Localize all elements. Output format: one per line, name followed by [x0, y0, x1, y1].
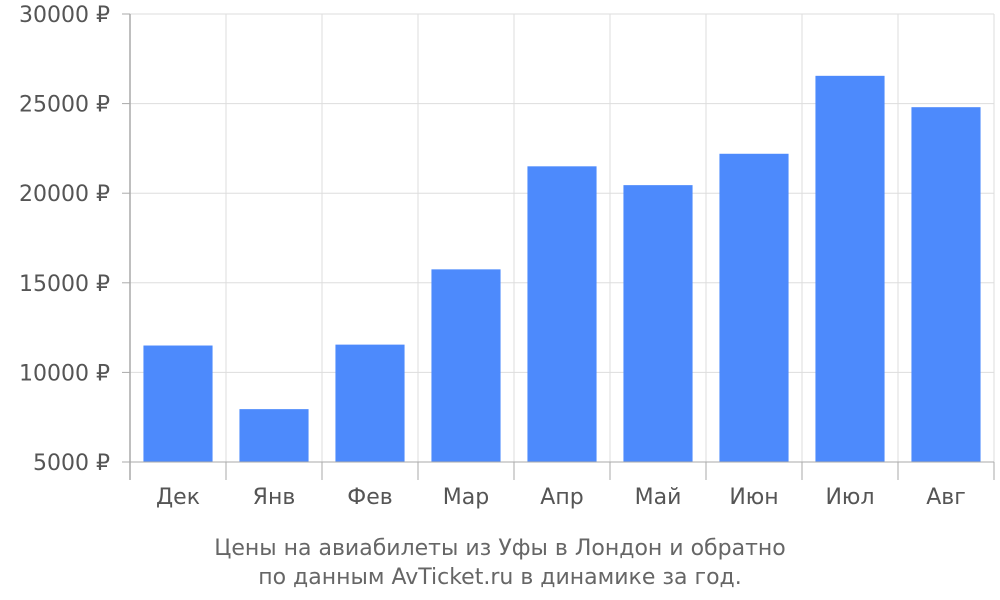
- y-tick-label: 15000 ₽: [19, 272, 110, 297]
- y-tick-label: 25000 ₽: [19, 93, 110, 118]
- bar: [143, 345, 213, 462]
- bar: [431, 269, 501, 462]
- bar: [527, 166, 597, 462]
- x-tick-label: Апр: [540, 485, 583, 510]
- bar: [623, 185, 693, 463]
- y-tick-label: 10000 ₽: [19, 361, 110, 386]
- axes: [122, 13, 995, 480]
- bar: [719, 153, 789, 462]
- x-tick-label: Дек: [156, 485, 200, 510]
- bars: [143, 75, 981, 463]
- x-tick-label: Мар: [443, 485, 489, 510]
- grid-lines: [130, 13, 995, 463]
- caption-line-1: Цены на авиабилеты из Уфы в Лондон и обр…: [214, 536, 785, 561]
- y-tick-labels: 5000 ₽ 10000 ₽ 15000 ₽ 20000 ₽ 25000 ₽ 30000 …: [19, 3, 110, 476]
- x-tick-label: Июл: [825, 485, 874, 510]
- x-tick-label: Фев: [347, 485, 392, 510]
- y-tick-label: 5000 ₽: [33, 451, 110, 476]
- y-tick-label: 20000 ₽: [19, 182, 110, 207]
- bar: [239, 409, 309, 462]
- x-tick-labels: Дек Янв Фев Мар Апр Май Июн Июл Авг: [156, 485, 966, 510]
- x-tick-label: Янв: [253, 485, 296, 510]
- bar: [335, 344, 405, 462]
- x-tick-label: Авг: [926, 485, 966, 510]
- bar: [911, 107, 981, 463]
- y-tick-label: 30000 ₽: [19, 3, 110, 28]
- bar: [815, 75, 885, 462]
- caption-line-2: по данным AvTicket.ru в динамике за год.: [258, 565, 742, 590]
- x-tick-label: Май: [635, 485, 682, 510]
- x-tick-label: Июн: [729, 485, 778, 510]
